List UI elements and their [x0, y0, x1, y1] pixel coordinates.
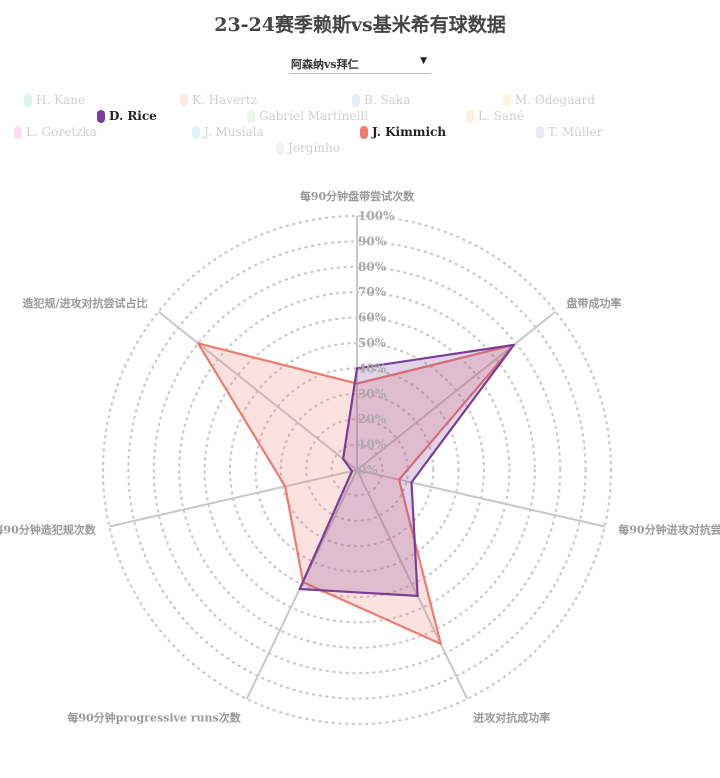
legend-label: T. Müller — [548, 125, 603, 139]
legend-label: L. Sané — [478, 109, 524, 123]
axis-label: 进攻对抗成功率 — [473, 710, 550, 724]
legend-swatch — [276, 141, 284, 155]
series-j-kimmich[interactable] — [197, 342, 516, 646]
legend-label: J. Musiala — [204, 125, 264, 139]
axis-spoke — [356, 310, 557, 471]
grid-circle — [330, 443, 384, 497]
axis-spoke — [109, 469, 358, 528]
tick-label: 70% — [358, 285, 387, 299]
axis-spoke — [157, 310, 358, 471]
radar-tick-labels: 0% 10% 20% 30% 40% 50% 60% 70% 80% 90% 100% — [358, 209, 395, 477]
legend-item-h-kane[interactable]: H. Kane — [24, 93, 85, 107]
tick-label: 0% — [358, 463, 378, 477]
radar-series — [197, 342, 516, 646]
matchup-select[interactable]: 阿森纳vs拜仁 ▼ — [289, 53, 431, 74]
axis-label: 每90分钟造犯规次数 — [0, 523, 97, 537]
axis-label: 每90分钟progressive runs次数 — [67, 710, 241, 724]
chevron-down-icon: ▼ — [420, 56, 427, 66]
legend-swatch — [360, 125, 368, 139]
legend-label: Gabriel Martinelli — [259, 109, 368, 123]
tick-label: 100% — [358, 209, 395, 223]
legend-item-jorginho[interactable]: Jorginho — [276, 141, 340, 155]
legend-label: B. Saka — [364, 93, 411, 107]
axis-label: 每90分钟盘带尝试次数 — [300, 189, 415, 203]
legend-label: J. Kimmich — [372, 125, 447, 139]
legend-item-k-havertz[interactable]: K. Havertz — [180, 93, 257, 107]
legend-swatch — [536, 125, 544, 139]
legend-item-d-rice[interactable]: D. Rice — [97, 109, 157, 123]
legend-swatch — [24, 93, 32, 107]
legend-swatch — [466, 109, 474, 123]
tick-label: 50% — [358, 336, 387, 350]
legend-label: K. Havertz — [192, 93, 257, 107]
legend-item-j-musiala[interactable]: J. Musiala — [192, 125, 264, 139]
legend-item-l-sane[interactable]: L. Sané — [466, 109, 524, 123]
axis-label: 盘带成功率 — [567, 296, 622, 310]
tick-label: 80% — [358, 260, 387, 274]
grid-circle — [127, 240, 587, 700]
axis-spoke — [356, 469, 469, 700]
tick-label: 10% — [358, 438, 387, 452]
axis-label: 每90分钟进攻对抗尝试次数 — [618, 523, 720, 537]
legend-swatch — [247, 109, 255, 123]
tick-label: 90% — [358, 234, 387, 248]
legend-swatch — [180, 93, 188, 107]
series-d-rice[interactable] — [298, 343, 516, 598]
legend-label: M. Ødegaard — [515, 93, 595, 107]
legend-label: D. Rice — [109, 109, 157, 123]
legend-item-j-kimmich[interactable]: J. Kimmich — [360, 125, 446, 139]
legend-label: H. Kane — [36, 93, 86, 107]
tick-label: 60% — [358, 311, 387, 325]
legend-item-t-muller[interactable]: T. Müller — [536, 125, 602, 139]
radar-axis-labels: 每90分钟盘带尝试次数盘带成功率每90分钟进攻对抗尝试次数进攻对抗成功率 每90分… — [0, 189, 720, 724]
legend-item-b-saka[interactable]: B. Saka — [352, 93, 410, 107]
matchup-select-value: 阿森纳vs拜仁 — [291, 58, 359, 71]
grid-circle — [101, 214, 613, 726]
legend-swatch — [14, 125, 22, 139]
legend-swatch — [503, 93, 511, 107]
tick-label: 40% — [358, 361, 387, 375]
legend-swatch — [192, 125, 200, 139]
legend-label: Jorginho — [288, 141, 340, 155]
grid-circle — [279, 392, 435, 548]
legend-swatch — [97, 109, 105, 123]
legend-item-l-goretzka[interactable]: L. Goretzka — [14, 125, 97, 139]
legend-item-gabriel-martinelli[interactable]: Gabriel Martinelli — [247, 109, 368, 123]
tick-label: 20% — [358, 412, 387, 426]
legend-item-m-odegaard[interactable]: M. Ødegaard — [503, 93, 595, 107]
axis-label: 造犯规/进攻对抗尝试占比 — [22, 296, 147, 310]
chart-title: 23-24赛季赖斯vs基米希有球数据 — [214, 14, 506, 36]
tick-label: 30% — [358, 387, 387, 401]
legend-swatch — [352, 93, 360, 107]
legend-label: L. Goretzka — [26, 125, 97, 139]
